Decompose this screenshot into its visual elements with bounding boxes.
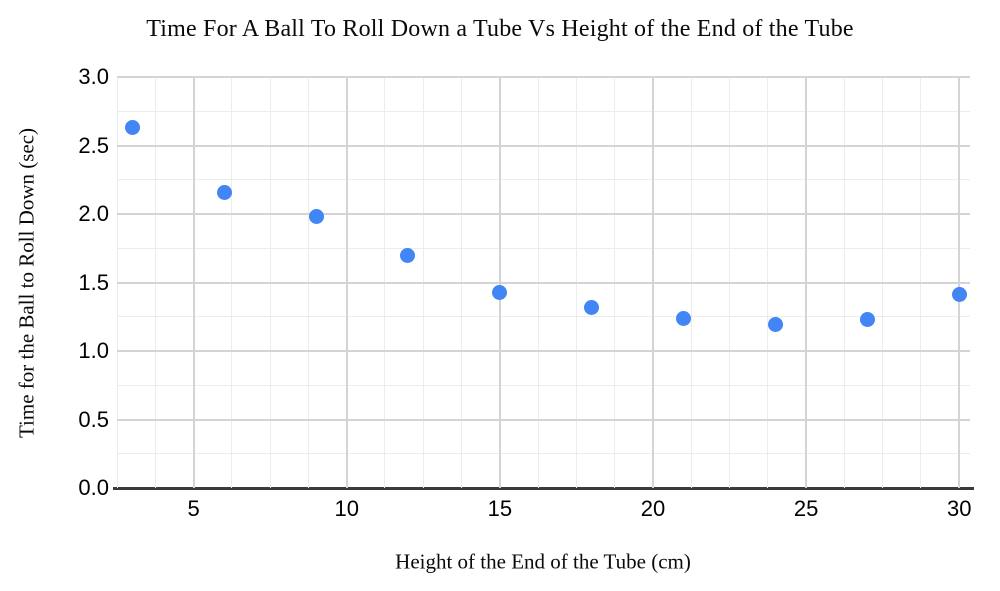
- x-tick-label: 20: [640, 496, 666, 521]
- x-tick-label: 25: [793, 496, 819, 521]
- minor-gridline-horizontal: [117, 384, 970, 386]
- x-axis-line: [113, 487, 974, 490]
- data-point: [584, 299, 600, 315]
- y-tick-label: 2.5: [78, 132, 109, 158]
- x-tick-label: 5: [187, 496, 200, 521]
- data-point: [308, 209, 324, 225]
- major-gridline-horizontal: [117, 144, 970, 147]
- minor-gridline-horizontal: [117, 110, 970, 112]
- y-tick-label: 1.0: [78, 338, 109, 363]
- major-gridline-horizontal: [117, 281, 970, 284]
- major-gridline-horizontal: [117, 418, 970, 421]
- chart-title: Time For A Ball To Roll Down a Tube Vs H…: [146, 16, 854, 42]
- y-tick-label: 0.5: [78, 406, 109, 432]
- x-tick-label: 10: [334, 496, 359, 521]
- x-tick-label: 15: [487, 496, 513, 521]
- x-axis-title: Height of the End of the Tube (cm): [395, 549, 691, 574]
- y-tick-label: 2.0: [78, 201, 109, 226]
- minor-gridline-horizontal: [117, 247, 970, 249]
- y-tick-label: 1.5: [78, 269, 109, 295]
- data-point: [951, 287, 967, 303]
- y-tick-label: 0.0: [78, 475, 109, 500]
- plot-area: [113, 76, 974, 490]
- minor-gridline-horizontal: [117, 179, 970, 181]
- y-axis-title: Time for the Ball to Roll Down (sec): [14, 127, 39, 439]
- major-gridline-horizontal: [117, 213, 970, 215]
- minor-gridline-horizontal: [117, 453, 970, 455]
- data-point: [124, 120, 140, 136]
- major-gridline-horizontal: [117, 76, 970, 78]
- data-point: [400, 247, 416, 263]
- data-point: [492, 284, 508, 300]
- minor-gridline-horizontal: [117, 316, 970, 318]
- major-gridline-horizontal: [117, 350, 970, 352]
- data-point: [859, 311, 875, 327]
- data-point: [216, 184, 232, 200]
- y-tick-label: 3.0: [78, 64, 109, 89]
- data-point: [768, 317, 783, 333]
- data-point: [676, 310, 692, 326]
- x-tick-label: 30: [947, 496, 972, 521]
